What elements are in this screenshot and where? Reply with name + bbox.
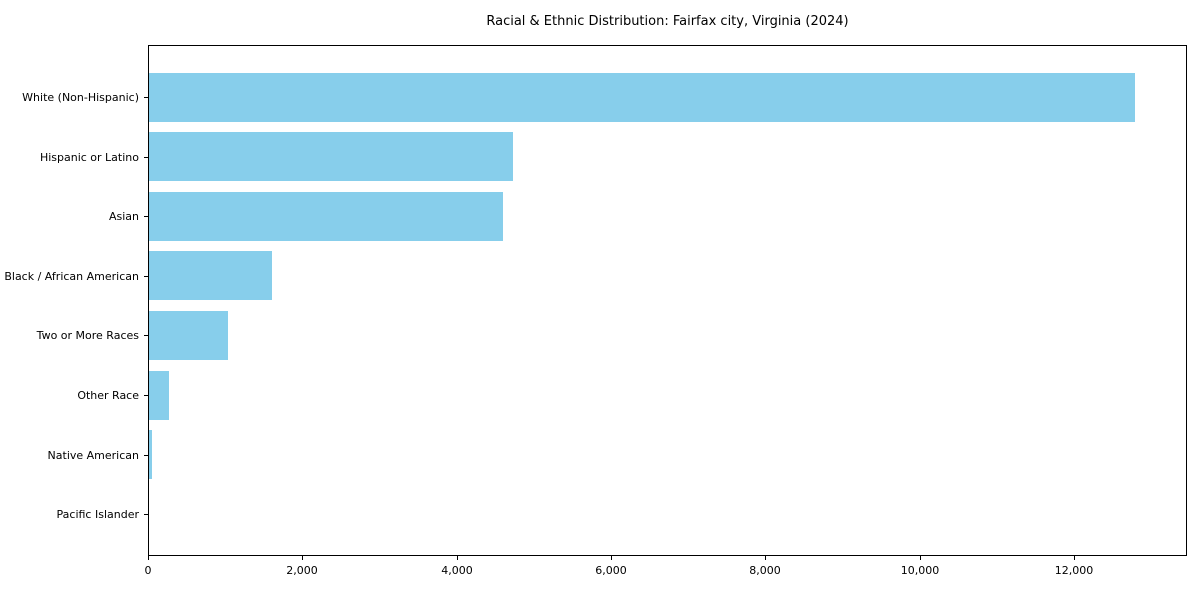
plot-area — [148, 45, 1187, 556]
x-axis-tick — [920, 556, 921, 560]
x-axis-tick — [148, 556, 149, 560]
x-axis-tick — [765, 556, 766, 560]
x-axis-tick-label: 0 — [144, 564, 152, 577]
y-axis-label: Native American — [47, 449, 139, 462]
y-axis-tick — [144, 97, 148, 98]
bar — [149, 370, 169, 420]
y-axis-label: Hispanic or Latino — [39, 151, 139, 164]
bar — [149, 72, 1135, 122]
x-axis-tick-label: 8,000 — [749, 564, 781, 577]
x-axis-tick-label: 10,000 — [900, 564, 940, 577]
x-axis-tick-label: 2,000 — [286, 564, 318, 577]
y-axis-label: Pacific Islander — [56, 508, 139, 521]
y-axis-label: White (Non-Hispanic) — [22, 91, 139, 104]
x-axis-tick-label: 12,000 — [1054, 564, 1094, 577]
x-axis-tick — [1074, 556, 1075, 560]
bar — [149, 191, 503, 241]
y-axis-label: Black / African American — [4, 270, 139, 283]
y-axis-label: Asian — [108, 210, 139, 223]
bar — [149, 310, 228, 360]
bar — [149, 132, 513, 182]
x-axis-tick-label: 6,000 — [595, 564, 627, 577]
y-axis-label: Other Race — [77, 389, 139, 402]
x-axis-tick — [302, 556, 303, 560]
y-axis-tick — [144, 157, 148, 158]
x-axis-tick — [611, 556, 612, 560]
bar — [149, 430, 152, 480]
y-axis-tick — [144, 335, 148, 336]
x-axis-tick-label: 4,000 — [441, 564, 473, 577]
x-axis-tick — [457, 556, 458, 560]
y-axis-tick — [144, 514, 148, 515]
chart-title: Racial & Ethnic Distribution: Fairfax ci… — [486, 14, 849, 29]
bar — [149, 251, 272, 301]
y-axis-label: Two or More Races — [36, 329, 139, 342]
y-axis-tick — [144, 395, 148, 396]
y-axis-tick — [144, 276, 148, 277]
y-axis-tick — [144, 455, 148, 456]
y-axis-tick — [144, 216, 148, 217]
